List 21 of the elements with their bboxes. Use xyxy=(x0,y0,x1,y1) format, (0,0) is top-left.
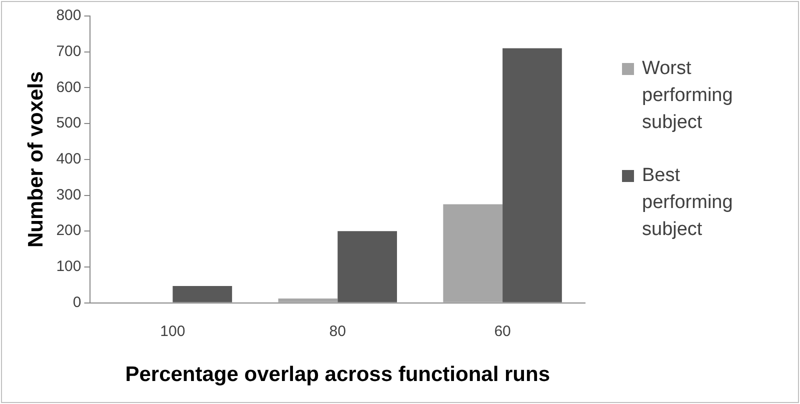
x-tick-label: 80 xyxy=(329,322,346,340)
legend-label: Worst performing subject xyxy=(642,57,734,135)
bar xyxy=(278,298,338,302)
y-tick-label: 600 xyxy=(56,78,82,96)
y-tick-label: 800 xyxy=(56,7,82,24)
y-tick-label: 400 xyxy=(56,150,82,168)
x-axis-title: Percentage overlap across functional runs xyxy=(125,363,550,386)
y-tick-label: 500 xyxy=(56,114,82,132)
bar xyxy=(172,286,232,302)
bar xyxy=(443,204,503,302)
y-tick-label: 0 xyxy=(72,294,82,311)
y-tick-label: 700 xyxy=(56,42,82,60)
y-tick-label: 200 xyxy=(56,222,82,240)
legend-label: Best performing subject xyxy=(642,164,734,242)
y-tick-label: 300 xyxy=(56,186,82,204)
x-tick-label: 100 xyxy=(160,322,186,340)
x-tick-label: 60 xyxy=(494,322,511,340)
y-tick-label: 100 xyxy=(56,258,82,276)
bar xyxy=(338,231,397,302)
y-axis-title: Number of voxels xyxy=(24,71,48,248)
bar xyxy=(502,48,562,302)
